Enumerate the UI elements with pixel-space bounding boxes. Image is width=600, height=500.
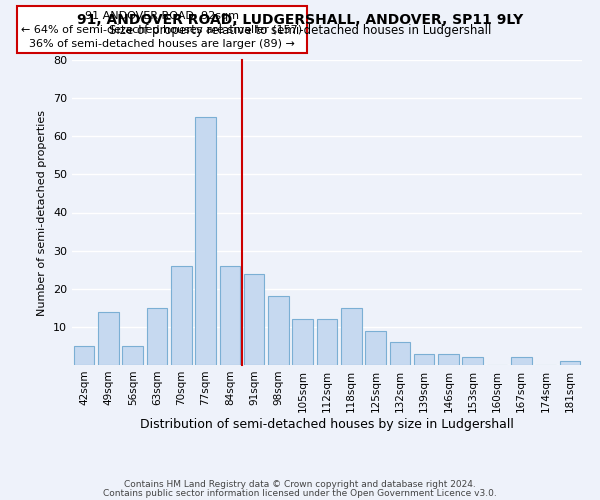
Text: Contains HM Land Registry data © Crown copyright and database right 2024.: Contains HM Land Registry data © Crown c… — [124, 480, 476, 489]
Text: Contains public sector information licensed under the Open Government Licence v3: Contains public sector information licen… — [103, 488, 497, 498]
Text: 91 ANDOVER ROAD: 92sqm
← 64% of semi-detached houses are smaller (157)
36% of se: 91 ANDOVER ROAD: 92sqm ← 64% of semi-det… — [21, 10, 302, 48]
Bar — [414, 354, 434, 365]
Bar — [220, 266, 240, 365]
Text: 91, ANDOVER ROAD, LUDGERSHALL, ANDOVER, SP11 9LY: 91, ANDOVER ROAD, LUDGERSHALL, ANDOVER, … — [77, 12, 523, 26]
Bar — [146, 308, 167, 365]
Bar — [463, 358, 483, 365]
Bar — [389, 342, 410, 365]
Bar — [438, 354, 459, 365]
X-axis label: Distribution of semi-detached houses by size in Ludgershall: Distribution of semi-detached houses by … — [140, 418, 514, 430]
Y-axis label: Number of semi-detached properties: Number of semi-detached properties — [37, 110, 47, 316]
Bar — [195, 117, 216, 365]
Bar — [365, 330, 386, 365]
Bar — [317, 320, 337, 365]
Bar — [74, 346, 94, 365]
Bar — [292, 320, 313, 365]
Bar — [511, 358, 532, 365]
Bar — [268, 296, 289, 365]
Bar — [98, 312, 119, 365]
Bar — [560, 361, 580, 365]
Bar — [341, 308, 362, 365]
Text: Size of property relative to semi-detached houses in Ludgershall: Size of property relative to semi-detach… — [109, 24, 491, 37]
Bar — [122, 346, 143, 365]
Bar — [171, 266, 191, 365]
Bar — [244, 274, 265, 365]
